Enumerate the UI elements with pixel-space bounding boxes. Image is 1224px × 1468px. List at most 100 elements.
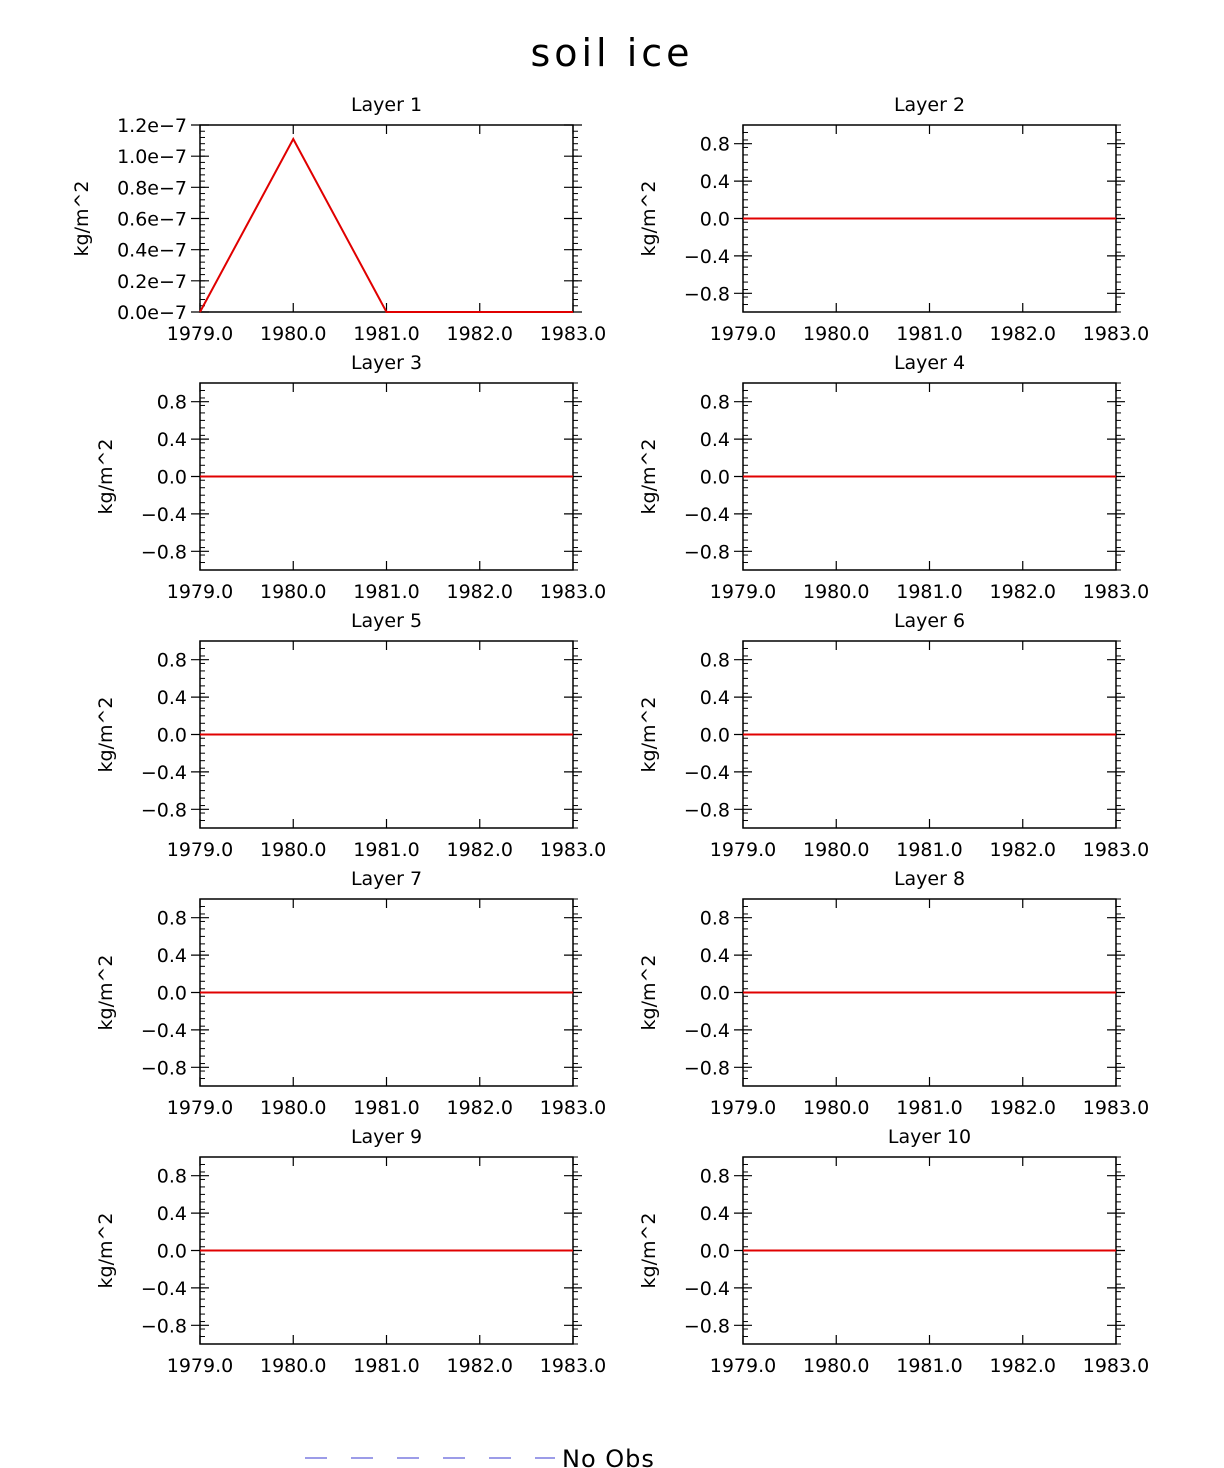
legend-label-no-obs: No Obs <box>562 1445 655 1468</box>
y-tick-label: 0.0 <box>157 467 187 489</box>
y-tick-label: −0.4 <box>684 504 730 526</box>
x-tick-label: 1981.0 <box>353 581 419 603</box>
y-tick-label: −0.8 <box>141 799 187 821</box>
y-tick-label: −0.4 <box>141 762 187 784</box>
y-tick-label: −0.8 <box>684 799 730 821</box>
y-tick-label: 0.0 <box>700 983 730 1005</box>
x-tick-label: 1981.0 <box>353 1355 419 1377</box>
y-tick-label: −0.4 <box>684 1020 730 1042</box>
y-tick-label: 0.4 <box>157 687 187 709</box>
panel-title: Layer 2 <box>894 94 965 116</box>
panel-grid: Layer 1 1979.0 1980.0 1981.0 1982.0 1983.0 0.0… <box>71 94 1149 1377</box>
panel-layer-10: Layer 10 1979.0 1980.0 1981.0 1982.0 1983.0 −0… <box>638 1126 1149 1377</box>
y-axis-label: kg/m^2 <box>95 955 117 1031</box>
y-tick-label: 1.2e−7 <box>117 115 187 137</box>
x-tick-label: 1980.0 <box>260 1355 326 1377</box>
panel-layer-6: Layer 6 1979.0 1980.0 1981.0 1982.0 1983.0 −0.… <box>638 610 1149 861</box>
y-axis-label: kg/m^2 <box>638 181 660 257</box>
panel-title: Layer 3 <box>351 352 422 374</box>
x-tick-label: 1979.0 <box>710 1355 776 1377</box>
x-tick-label: 1983.0 <box>1083 839 1149 861</box>
y-tick-label: −0.4 <box>141 1020 187 1042</box>
y-tick-label: 0.0 <box>157 1241 187 1263</box>
panel-title: Layer 6 <box>894 610 965 632</box>
y-tick-label: 0.8 <box>700 650 730 672</box>
y-tick-label: 0.0 <box>700 209 730 231</box>
x-tick-label: 1979.0 <box>167 839 233 861</box>
x-tick-label: 1979.0 <box>167 323 233 345</box>
x-tick-label: 1980.0 <box>803 1097 869 1119</box>
y-axis-label: kg/m^2 <box>638 955 660 1031</box>
x-tick-label: 1980.0 <box>260 1097 326 1119</box>
x-tick-label: 1982.0 <box>990 581 1056 603</box>
y-tick-label: −0.4 <box>684 246 730 268</box>
y-tick-label: 0.0 <box>700 467 730 489</box>
y-tick-label: 0.8e−7 <box>117 177 187 199</box>
x-tick-label: 1981.0 <box>896 1097 962 1119</box>
y-tick-label: 0.8 <box>157 1166 187 1188</box>
y-tick-label: 0.4 <box>157 945 187 967</box>
y-tick-label: 0.8 <box>700 1166 730 1188</box>
x-tick-label: 1980.0 <box>803 1355 869 1377</box>
x-tick-label: 1983.0 <box>540 839 606 861</box>
x-tick-label: 1980.0 <box>260 323 326 345</box>
x-tick-label: 1983.0 <box>540 1097 606 1119</box>
x-tick-label: 1979.0 <box>167 1355 233 1377</box>
x-tick-label: 1981.0 <box>896 1355 962 1377</box>
x-tick-label: 1983.0 <box>1083 1355 1149 1377</box>
y-tick-label: 0.8 <box>157 908 187 930</box>
panel-title: Layer 4 <box>894 352 965 374</box>
y-axis-label: kg/m^2 <box>95 697 117 773</box>
y-axis-label: kg/m^2 <box>71 181 93 257</box>
x-tick-label: 1982.0 <box>447 581 513 603</box>
y-tick-label: −0.8 <box>684 283 730 305</box>
y-axis-label: kg/m^2 <box>638 439 660 515</box>
x-tick-label: 1983.0 <box>540 581 606 603</box>
panel-layer-4: Layer 4 1979.0 1980.0 1981.0 1982.0 1983.0 −0.… <box>638 352 1149 603</box>
y-tick-label: 0.4 <box>700 1203 730 1225</box>
y-axis-label: kg/m^2 <box>95 1213 117 1289</box>
x-tick-label: 1979.0 <box>167 581 233 603</box>
legend: No Obs <box>305 1445 655 1468</box>
y-axis-label: kg/m^2 <box>638 1213 660 1289</box>
y-tick-label: 0.8 <box>157 392 187 414</box>
y-tick-label: 0.8 <box>700 392 730 414</box>
x-tick-label: 1982.0 <box>447 839 513 861</box>
x-tick-label: 1982.0 <box>990 1355 1056 1377</box>
y-tick-label: 0.4 <box>700 429 730 451</box>
x-tick-label: 1980.0 <box>803 839 869 861</box>
y-tick-label: −0.4 <box>141 504 187 526</box>
x-tick-label: 1982.0 <box>447 1355 513 1377</box>
y-tick-label: 0.0 <box>157 983 187 1005</box>
y-tick-label: −0.8 <box>141 541 187 563</box>
x-tick-label: 1979.0 <box>710 581 776 603</box>
y-axis-label: kg/m^2 <box>95 439 117 515</box>
y-tick-label: 0.4 <box>157 1203 187 1225</box>
x-tick-label: 1980.0 <box>803 323 869 345</box>
figure-title: soil ice <box>530 31 693 75</box>
panel-title: Layer 7 <box>351 868 422 890</box>
x-tick-label: 1982.0 <box>990 1097 1056 1119</box>
panel-layer-3: Layer 3 1979.0 1980.0 1981.0 1982.0 1983.0 −0.… <box>95 352 606 603</box>
y-tick-label: 0.2e−7 <box>117 271 187 293</box>
y-tick-label: −0.8 <box>684 541 730 563</box>
x-tick-label: 1980.0 <box>260 839 326 861</box>
series-line <box>199 136 573 313</box>
x-tick-label: 1982.0 <box>447 323 513 345</box>
x-tick-label: 1983.0 <box>540 1355 606 1377</box>
x-tick-label: 1983.0 <box>1083 323 1149 345</box>
panel-title: Layer 5 <box>351 610 422 632</box>
y-tick-label: 0.0 <box>157 725 187 747</box>
y-tick-label: 1.0e−7 <box>117 146 187 168</box>
y-tick-label: −0.8 <box>684 1057 730 1079</box>
panel-layer-7: Layer 7 1979.0 1980.0 1981.0 1982.0 1983.0 −0.… <box>95 868 606 1119</box>
y-tick-label: −0.4 <box>684 762 730 784</box>
panel-title: Layer 10 <box>888 1126 971 1148</box>
panel-layer-1: Layer 1 1979.0 1980.0 1981.0 1982.0 1983.0 0.0… <box>71 94 606 345</box>
x-tick-label: 1981.0 <box>353 1097 419 1119</box>
x-tick-label: 1983.0 <box>1083 1097 1149 1119</box>
panel-layer-5: Layer 5 1979.0 1980.0 1981.0 1982.0 1983.0 −0.… <box>95 610 606 861</box>
x-tick-label: 1980.0 <box>803 581 869 603</box>
plot-frame <box>199 124 574 313</box>
x-tick-label: 1981.0 <box>896 839 962 861</box>
